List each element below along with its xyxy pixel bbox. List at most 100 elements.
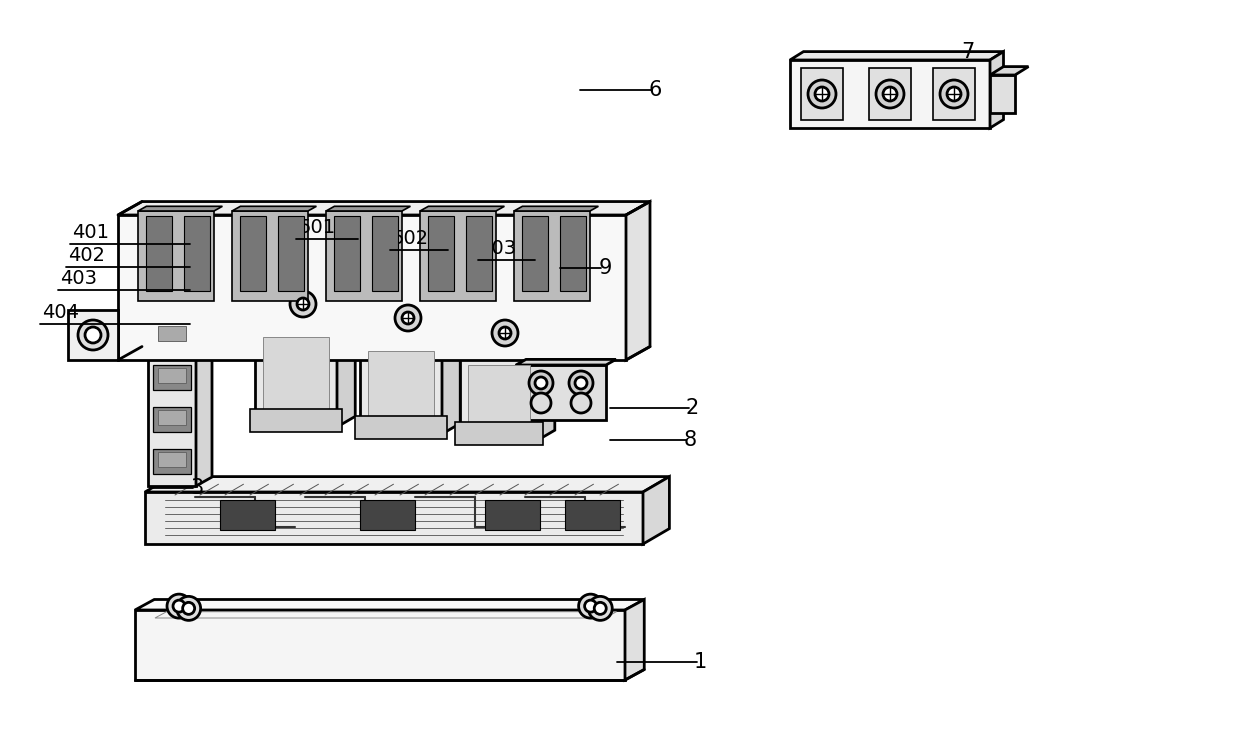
Circle shape xyxy=(569,371,593,395)
Polygon shape xyxy=(159,410,186,425)
Circle shape xyxy=(182,603,195,614)
Polygon shape xyxy=(538,330,555,440)
Circle shape xyxy=(85,327,102,343)
Circle shape xyxy=(78,320,108,350)
Circle shape xyxy=(535,377,546,389)
Polygon shape xyxy=(800,68,843,120)
Polygon shape xyxy=(990,52,1004,128)
Polygon shape xyxy=(326,206,410,211)
Polygon shape xyxy=(361,500,415,530)
Circle shape xyxy=(595,603,606,614)
Circle shape xyxy=(940,80,968,108)
Polygon shape xyxy=(335,216,361,291)
Polygon shape xyxy=(138,211,214,301)
Polygon shape xyxy=(135,610,624,680)
Polygon shape xyxy=(263,337,330,415)
Circle shape xyxy=(883,87,897,101)
Polygon shape xyxy=(468,365,530,428)
Polygon shape xyxy=(240,216,266,291)
Circle shape xyxy=(401,312,414,324)
Polygon shape xyxy=(460,330,555,340)
Polygon shape xyxy=(372,216,398,291)
Text: 7: 7 xyxy=(961,42,975,62)
Text: 2: 2 xyxy=(685,398,699,418)
Polygon shape xyxy=(361,315,460,326)
Polygon shape xyxy=(626,202,650,360)
Polygon shape xyxy=(152,449,191,474)
Polygon shape xyxy=(152,323,191,348)
Text: 401: 401 xyxy=(72,223,109,242)
Polygon shape xyxy=(990,67,1028,75)
Polygon shape xyxy=(643,476,669,544)
Circle shape xyxy=(177,597,201,620)
Polygon shape xyxy=(560,216,586,291)
Polygon shape xyxy=(514,211,590,301)
Circle shape xyxy=(290,291,316,317)
Polygon shape xyxy=(147,299,212,308)
Polygon shape xyxy=(466,216,492,291)
Polygon shape xyxy=(152,365,191,390)
Text: 502: 502 xyxy=(392,229,429,248)
Polygon shape xyxy=(514,206,598,211)
Text: 1: 1 xyxy=(694,652,706,672)
Text: 503: 503 xyxy=(479,239,517,258)
Polygon shape xyxy=(146,216,172,291)
Polygon shape xyxy=(232,211,309,301)
Circle shape xyxy=(167,594,191,618)
Polygon shape xyxy=(278,216,304,291)
Polygon shape xyxy=(427,216,453,291)
Polygon shape xyxy=(152,407,191,432)
Polygon shape xyxy=(118,215,626,360)
Polygon shape xyxy=(337,301,356,427)
Polygon shape xyxy=(442,315,460,434)
Polygon shape xyxy=(326,211,401,301)
Polygon shape xyxy=(484,500,540,530)
Polygon shape xyxy=(145,492,643,544)
Polygon shape xyxy=(147,308,196,486)
Polygon shape xyxy=(159,452,186,467)
Polygon shape xyxy=(221,500,275,530)
Circle shape xyxy=(492,320,518,346)
Polygon shape xyxy=(455,422,543,445)
Polygon shape xyxy=(420,211,496,301)
Text: 6: 6 xyxy=(648,80,662,100)
Polygon shape xyxy=(250,409,342,432)
Polygon shape xyxy=(460,340,538,440)
Circle shape xyxy=(589,597,612,620)
Polygon shape xyxy=(356,416,447,439)
Circle shape xyxy=(808,80,836,108)
Circle shape xyxy=(297,298,309,310)
Polygon shape xyxy=(565,500,620,530)
Circle shape xyxy=(815,87,829,101)
Polygon shape xyxy=(138,206,222,211)
Polygon shape xyxy=(522,216,548,291)
Circle shape xyxy=(173,600,185,612)
Circle shape xyxy=(395,305,421,331)
Circle shape xyxy=(499,327,510,339)
Polygon shape xyxy=(255,312,337,427)
Polygon shape xyxy=(515,359,616,365)
Circle shape xyxy=(585,600,597,612)
Polygon shape xyxy=(368,351,434,422)
Circle shape xyxy=(571,393,591,413)
Polygon shape xyxy=(933,68,975,120)
Polygon shape xyxy=(420,206,504,211)
Polygon shape xyxy=(361,326,442,434)
Polygon shape xyxy=(869,68,911,120)
Text: 501: 501 xyxy=(299,218,335,237)
Circle shape xyxy=(532,393,551,413)
Polygon shape xyxy=(68,310,118,360)
Polygon shape xyxy=(515,365,606,420)
Polygon shape xyxy=(790,52,1004,60)
Text: 402: 402 xyxy=(68,246,105,265)
Circle shape xyxy=(529,371,553,395)
Polygon shape xyxy=(624,600,644,680)
Polygon shape xyxy=(155,611,617,618)
Polygon shape xyxy=(990,75,1015,113)
Polygon shape xyxy=(185,216,209,291)
Polygon shape xyxy=(196,299,212,486)
Polygon shape xyxy=(118,202,650,215)
Polygon shape xyxy=(135,600,644,610)
Polygon shape xyxy=(790,60,990,128)
Polygon shape xyxy=(145,476,669,492)
